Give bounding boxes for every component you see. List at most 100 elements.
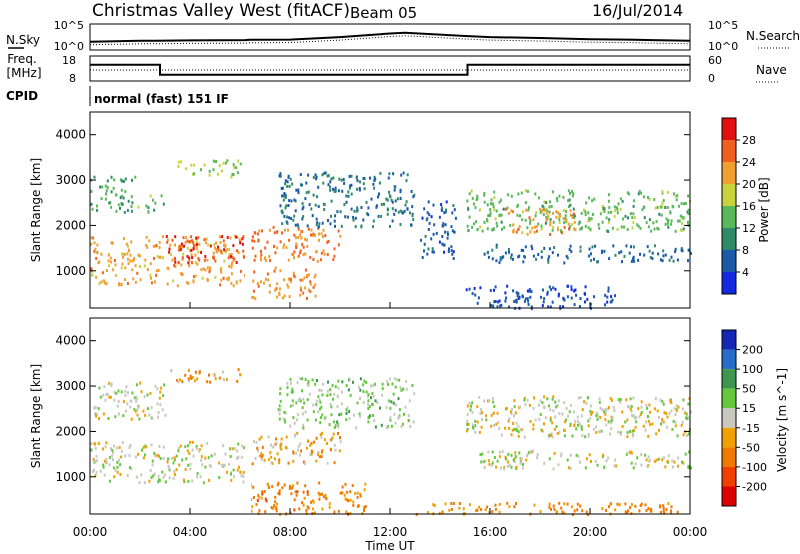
velocity-cell [403, 412, 405, 416]
power-cell [584, 213, 587, 217]
power-cell [253, 289, 255, 293]
power-cell [122, 237, 125, 241]
velocity-cell [560, 452, 563, 456]
power-cell [100, 197, 103, 201]
power-cell [124, 190, 127, 193]
velocity-cell [158, 444, 161, 448]
power-cell [312, 193, 315, 197]
velocity-cell [90, 448, 93, 452]
power-cell [563, 298, 566, 302]
power-cell [179, 248, 182, 252]
power-cell [319, 258, 322, 262]
velocity-cell [158, 454, 160, 458]
velocity-cell [278, 458, 281, 462]
velocity-cell [358, 412, 361, 416]
velocity-cell [539, 413, 542, 416]
velocity-cell [498, 450, 501, 454]
power-cell [121, 179, 123, 183]
power-cell [312, 232, 315, 236]
power-cell [393, 212, 396, 216]
velocity-colorbar-swatch [722, 330, 736, 350]
power-cell [195, 246, 198, 250]
velocity-cell [549, 408, 552, 412]
power-cell [307, 173, 310, 177]
power-cell [203, 258, 206, 262]
power-cell [601, 205, 604, 208]
power-cell [340, 224, 343, 228]
power-cell [114, 263, 117, 267]
velocity-cell [303, 496, 306, 500]
velocity-cell [603, 465, 606, 469]
velocity-cell [609, 502, 612, 506]
power-cell [674, 247, 677, 251]
power-cell [212, 251, 215, 255]
power-cell [619, 197, 622, 201]
power-cell [570, 285, 573, 289]
power-cell [516, 294, 519, 298]
velocity-cell [91, 470, 94, 474]
velocity-cell [689, 410, 692, 414]
power-cell [675, 198, 678, 202]
power-cell [631, 257, 634, 261]
power-cell [185, 167, 187, 171]
velocity-colorbar-frame [721, 329, 737, 507]
power-cell [681, 222, 684, 225]
power-cell [250, 296, 253, 299]
power-cell [534, 214, 537, 218]
cpid-value: normal (fast) 151 IF [94, 92, 229, 106]
velocity-cell [667, 454, 670, 458]
velocity-cell [142, 456, 145, 460]
power-cell [495, 243, 498, 247]
velocity-cell [315, 459, 318, 463]
velocity-cell [337, 509, 340, 513]
power-cell [389, 224, 391, 228]
power-cell [563, 261, 566, 265]
power-cell [637, 224, 640, 228]
velocity-cell [201, 463, 204, 467]
velocity-cell [339, 436, 341, 440]
velocity-cell [236, 379, 239, 383]
power-cell [300, 288, 302, 292]
velocity-cell [577, 420, 580, 423]
power-cell [220, 270, 223, 274]
velocity-cell [374, 425, 377, 429]
power-cell [119, 196, 122, 200]
velocity-cell [208, 373, 210, 377]
velocity-cell [187, 463, 190, 467]
power-cell [302, 215, 305, 219]
power-cell [127, 262, 130, 266]
power-cell [606, 300, 609, 304]
velocity-cell [349, 393, 352, 397]
velocity-cell [575, 453, 578, 457]
power-cell [650, 229, 653, 233]
nsky-label: N.Sky [6, 33, 40, 47]
velocity-cell [185, 457, 188, 461]
velocity-cell [290, 390, 293, 394]
power-colorbar-swatch [722, 118, 736, 140]
velocity-cell [110, 384, 113, 388]
velocity-cell [670, 509, 672, 513]
velocity-cell [105, 457, 108, 461]
power-cell [281, 194, 284, 198]
power-cell [123, 253, 126, 256]
power-cell [426, 252, 429, 256]
power-cell [555, 210, 558, 214]
power-cell [295, 246, 298, 249]
power-cell [285, 204, 288, 208]
velocity-colorbar-swatch [722, 408, 736, 428]
power-cell [519, 214, 521, 218]
power-cell [278, 287, 281, 291]
velocity-cell [405, 380, 408, 383]
power-cell [557, 211, 559, 215]
velocity-cell [282, 417, 285, 421]
velocity-cell [291, 399, 294, 403]
velocity-cell [480, 508, 483, 512]
power-cell [105, 192, 107, 196]
power-cell [239, 162, 242, 166]
velocity-cell [299, 453, 301, 457]
velocity-cell [661, 417, 664, 421]
power-cell [259, 256, 262, 260]
power-cell [552, 211, 554, 215]
velocity-cell [553, 427, 556, 431]
power-cell [557, 228, 559, 232]
